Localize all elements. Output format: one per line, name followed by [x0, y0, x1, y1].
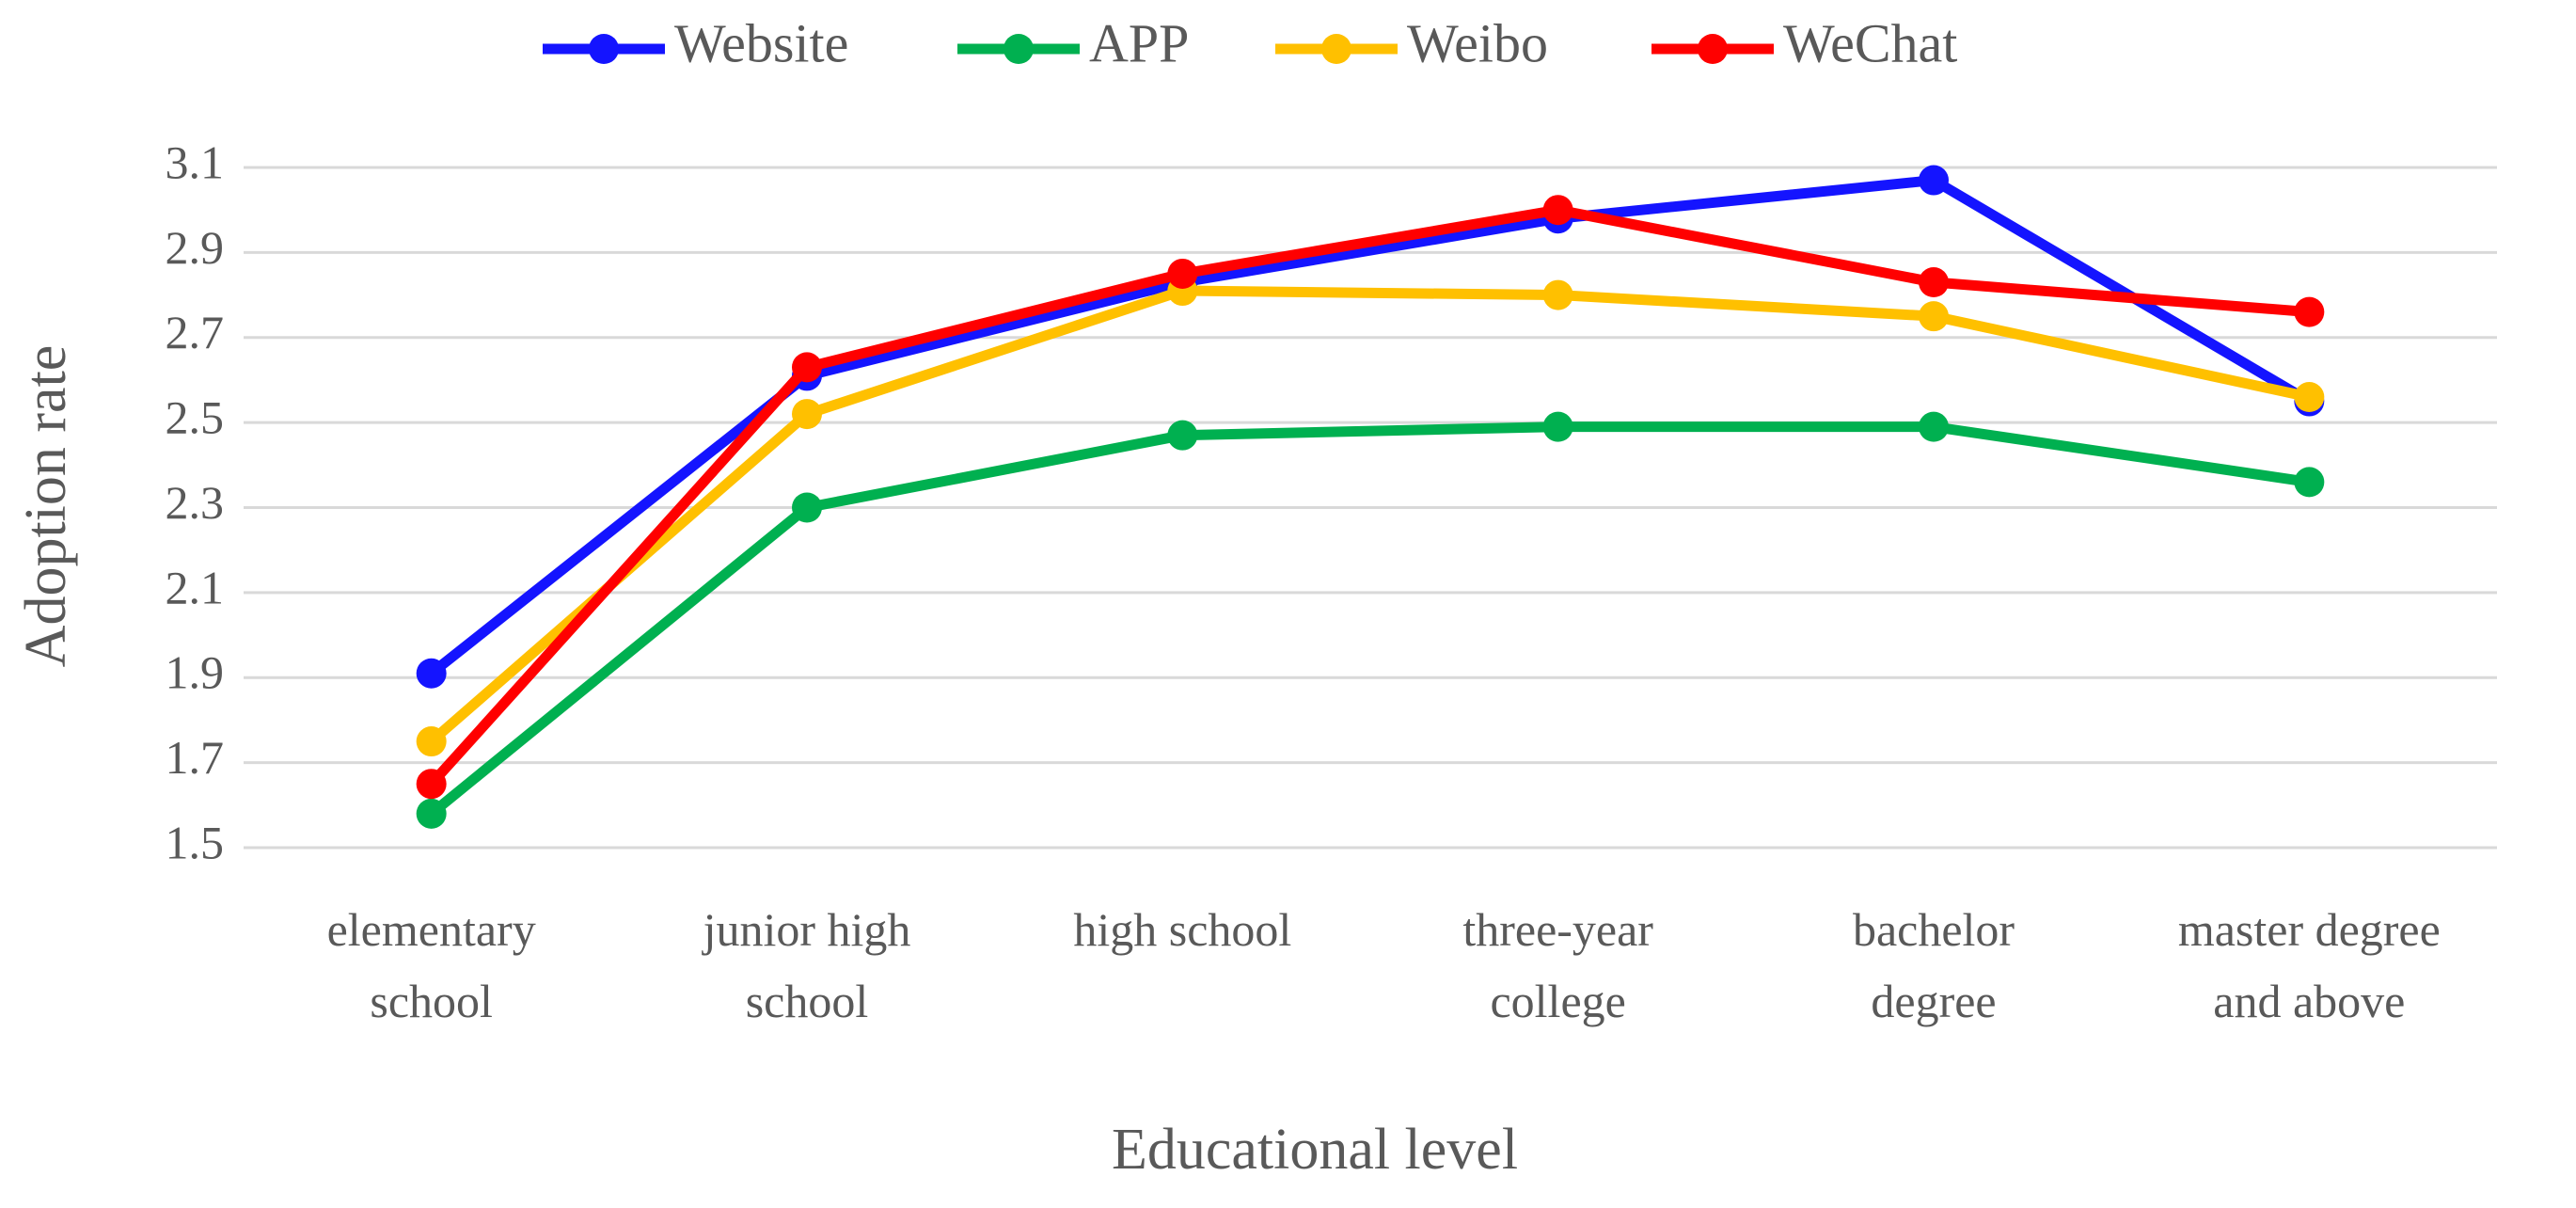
legend-marker: [589, 34, 619, 64]
y-axis-title: Adoption rate: [14, 345, 78, 668]
y-tick-label: 1.5: [166, 816, 225, 868]
data-point: [1542, 411, 1573, 442]
data-point: [1167, 420, 1198, 451]
data-point: [416, 726, 447, 757]
x-tick-label: junior high school: [703, 903, 911, 1027]
y-tick-label: 2.3: [166, 476, 225, 529]
data-point: [792, 399, 822, 430]
data-point: [792, 492, 822, 523]
series-line: [428, 421, 2311, 819]
data-point: [1542, 195, 1573, 226]
y-tick-label: 1.7: [166, 731, 225, 784]
legend-marker: [1321, 34, 1351, 64]
data-point: [2294, 296, 2325, 327]
series-line: [427, 204, 2310, 787]
x-tick-label: bachelor degree: [1852, 903, 2015, 1027]
data-point: [416, 769, 447, 800]
legend-label: APP: [1089, 12, 1189, 73]
y-tick-label: 2.1: [166, 561, 225, 613]
data-point: [1919, 411, 1949, 442]
data-point: [416, 798, 447, 829]
x-tick-label: three-year college: [1462, 903, 1653, 1027]
series-line: [428, 175, 2313, 678]
data-point: [1542, 279, 1573, 310]
y-tick-label: 1.9: [166, 646, 225, 699]
legend-marker: [1698, 34, 1728, 64]
x-axis-title: Educational level: [1112, 1118, 1518, 1182]
y-tick-label: 2.7: [166, 306, 225, 358]
y-tick-label: 2.5: [166, 391, 225, 444]
data-point: [1919, 165, 1949, 196]
series-line: [428, 285, 2311, 746]
data-point: [1919, 301, 1949, 332]
legend-label: WeChat: [1783, 12, 1957, 73]
data-point: [416, 658, 447, 689]
data-point: [1919, 267, 1949, 298]
data-point: [2294, 382, 2325, 413]
y-tick-label: 2.9: [166, 221, 225, 274]
x-tick-label: master degree and above: [2177, 903, 2441, 1027]
x-tick-label: high school: [1073, 903, 1292, 956]
x-tick-label: elementary school: [326, 903, 536, 1027]
legend-label: Website: [674, 12, 848, 73]
legend-marker: [1004, 34, 1034, 64]
data-point: [2294, 467, 2325, 498]
y-tick-label: 3.1: [166, 135, 225, 188]
data-point: [1167, 258, 1198, 289]
legend-label: Weibo: [1407, 12, 1548, 73]
data-point: [792, 352, 822, 383]
